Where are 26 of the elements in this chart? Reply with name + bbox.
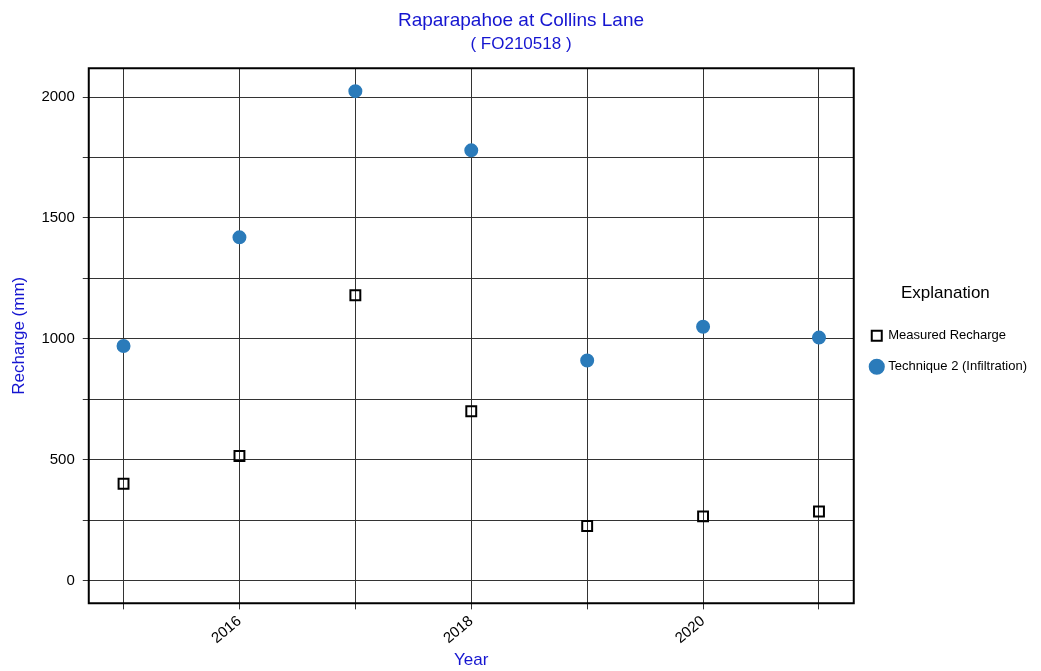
y-tick-label: 2000	[41, 87, 75, 105]
legend-label: Technique 2 (Infiltration)	[888, 358, 1028, 374]
point	[697, 510, 710, 523]
point	[116, 339, 131, 354]
point	[464, 143, 479, 158]
legend-title: Explanation	[900, 282, 990, 302]
y-tick-label: 500	[49, 449, 75, 467]
y-tick-label: 1000	[41, 328, 75, 346]
x-axis-title: Year	[454, 650, 489, 670]
chart-subtitle: ( FO210518 )	[470, 33, 572, 53]
point	[232, 230, 247, 245]
point	[348, 84, 363, 99]
point	[811, 330, 826, 345]
point	[117, 477, 130, 490]
point	[581, 520, 594, 532]
y-tick-label: 0	[66, 570, 75, 588]
point	[813, 505, 825, 518]
point	[696, 319, 711, 334]
y-tick-label: 1500	[41, 208, 75, 226]
chart-title: Raparapahoe at Collins Lane	[397, 8, 645, 30]
point	[580, 353, 595, 368]
point	[465, 405, 478, 418]
legend-label: Measured Recharge	[888, 327, 1007, 343]
point	[233, 450, 246, 462]
y-axis-title: Recharge (mm)	[8, 276, 28, 395]
point	[349, 289, 362, 302]
